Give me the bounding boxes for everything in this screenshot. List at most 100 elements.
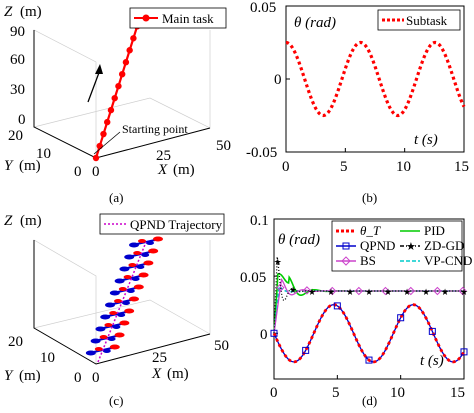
c-drone-rotor [119,320,130,326]
c-drone-rotor [95,326,106,332]
d-qpnd-marker [397,314,405,322]
b-y-tick: 0 [274,72,282,88]
d-bs-marker [276,283,285,292]
c-drone-rotor [105,302,115,308]
c-drone-rotor [143,260,154,266]
c-drone-rotor [94,347,103,351]
c-drone-rotor [114,332,125,338]
d-legend: θ_T PID QPND ★ ZD-GD BS VP-CND [331,220,472,272]
b-legend-subtask: Subtask [406,13,448,28]
c-drone-rotor [102,349,111,353]
a-x-tick: 25 [156,148,171,164]
d-x-axis-label: t (s) [420,353,444,369]
d-y-axis-label: θ (rad) [278,232,320,248]
c-y-axis-label: Y [4,368,14,384]
a-x-tick: 50 [216,138,231,154]
c-drone-rotor [112,325,121,329]
d-zd-gd-marker: ★ [460,287,468,297]
a-z-tick: 0 [18,112,26,128]
b-series-subtask [285,40,466,118]
a-y-tick: 0 [74,164,82,180]
b-caption: (b) [362,190,377,205]
d-zd-gd-marker: ★ [308,287,316,297]
a-point [92,154,100,162]
d-zd-gd-marker: ★ [274,257,282,267]
c-drone-rotor [124,254,135,260]
c-drone-rotor [122,301,130,305]
c-drone-rotor [146,241,154,245]
c-y-tick: 10 [40,350,55,366]
d-bs-marker [328,286,337,296]
d-qpnd-marker [365,356,373,364]
d-bs-marker [433,286,442,296]
c-legend-box [99,213,225,235]
c-drone-rotor [99,335,108,339]
d-series-group: ★ ★ ★ ★ ★ ★ ★ ★ ★ ★ ★ [270,256,468,364]
c-drone-rotor [118,287,127,291]
d-qpnd-marker [428,327,436,335]
d-zd-gd-marker: ★ [384,287,392,297]
c-z-axis-label: Z [4,213,13,229]
c-drone-snapshots [85,236,163,356]
c-drone-rotor [138,272,149,278]
d-x-tick: 0 [270,385,278,401]
c-drone-rotor [128,263,137,267]
d-bs-marker [302,286,312,295]
a-z-tick: 90 [10,24,25,40]
d-y-tick: 0.05 [240,270,266,286]
panel-d: 0.1 0.05 0 0 5 10 15 θ (rad) t (s) ★★ ★ ★ ★… [240,213,472,408]
a-arrow-head [95,64,103,74]
a-point [104,118,111,126]
b-y-tick: 0.05 [250,0,276,16]
c-drone-arm [122,275,141,281]
b-x-tick: 5 [340,159,348,175]
b-x-tick: 15 [454,159,469,175]
d-legend-pid: PID [424,223,445,238]
panel-c: Z (m) 20 10 0 Y (m) 0 25 50 X (m) QPND T… [4,213,229,408]
d-qpnd-marker [333,302,341,310]
a-y-tick: 10 [36,146,51,162]
d-zd-gd-marker: ★ [422,287,430,297]
d-legend-bs: BS [360,253,376,268]
d-x-tick: 15 [450,385,465,401]
d-series-pid [273,273,464,334]
a-legend-main-task: Main task [162,11,214,26]
c-drone-rotor [153,236,163,242]
c-drone-arm [107,311,127,317]
a-x-axis-label: X [157,162,168,178]
a-x-tick: 0 [92,164,100,180]
c-x-tick: 50 [214,338,229,354]
a-legend-marker [142,14,150,22]
a-y-tick: 20 [8,128,23,144]
a-caption: (a) [109,190,123,205]
d-qpnd-marker [460,348,468,356]
d-legend-zd-gd: ZD-GD [424,238,464,253]
c-x-axis-label: X [151,366,162,382]
b-x-axis-label: t (s) [414,132,438,148]
d-series-zd-gd [273,256,464,334]
d-zd-gd-marker: ★ [327,287,335,297]
c-y-tick: 0 [74,370,82,386]
c-caption: (c) [109,393,123,408]
c-drone-rotor [129,296,139,302]
d-legend-vp-cnd: VP-CND [424,253,472,268]
a-annotation-starting-point: Starting point [122,122,188,136]
d-legend-marker-zd-gd: ★ [406,241,416,253]
c-drone-rotor [133,251,142,255]
c-z-axis-unit: (m) [20,213,42,229]
c-drone-rotor [129,242,139,248]
d-legend-theta-t-text: θ_T [360,223,381,238]
c-drone-rotor [107,337,116,341]
d-bs-marker [406,286,416,296]
d-bs-marker [354,286,364,296]
a-y-axis-label: Y [4,158,14,174]
a-point [115,82,122,90]
b-x-tick: 10 [396,159,411,175]
c-drone-rotor [131,277,140,281]
a-point [111,94,118,102]
c-drone-rotor [100,314,111,320]
c-y-tick: 20 [8,334,23,350]
panel-b: 0.05 0 -0.05 0 5 10 15 θ (rad) t (s) Sub… [246,0,469,205]
d-legend-marker-qpnd [342,242,350,250]
